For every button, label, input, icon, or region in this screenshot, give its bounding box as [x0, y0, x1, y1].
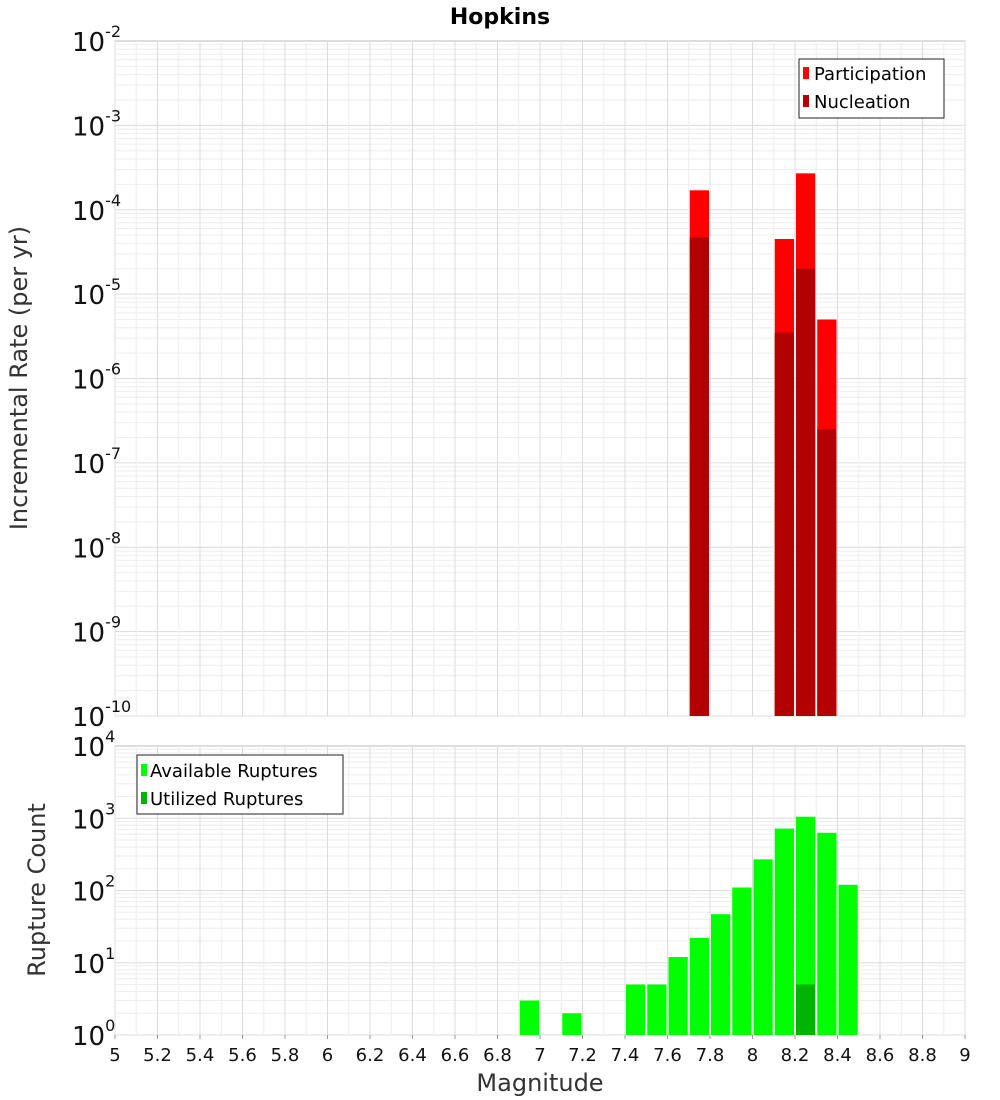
bottom-bar-available-ruptures — [626, 984, 646, 1035]
x-tick-label: 7.8 — [696, 1045, 725, 1066]
y-tick-label: 10-6 — [72, 360, 121, 396]
x-tick-label: 8.2 — [781, 1045, 810, 1066]
bottom-y-ticks: 104 103 102 101 100 — [72, 727, 115, 1052]
x-tick-label: 6.8 — [483, 1045, 512, 1066]
x-tick-label: 8.8 — [908, 1045, 937, 1066]
bottom-legend: Available Ruptures Utilized Ruptures — [136, 754, 344, 815]
legend-label-available: Available Ruptures — [150, 761, 318, 782]
x-tick-label: 7.6 — [653, 1045, 682, 1066]
y-tick-label: 10-2 — [72, 22, 121, 58]
legend-label-utilized: Utilized Ruptures — [150, 789, 303, 810]
top-y-axis-label: Incremental Rate (per yr) — [5, 226, 33, 530]
bottom-y-axis-label: Rupture Count — [23, 803, 51, 977]
y-tick-label: 10-8 — [72, 528, 121, 564]
x-tick-label: 6.4 — [398, 1045, 427, 1066]
y-tick-label: 10-4 — [72, 191, 121, 227]
top-bars — [689, 173, 837, 716]
top-y-ticks: 10-2 10-3 10-4 10-5 10-6 10-7 10-8 10-9 10-10 — [72, 22, 131, 733]
bottom-bar-available-ruptures — [519, 1000, 539, 1035]
legend-label-participation: Participation — [814, 64, 926, 85]
legend-swatch-nucleation — [803, 95, 809, 107]
top-legend: Participation Nucleation — [798, 58, 945, 119]
y-tick-label: 104 — [72, 727, 115, 763]
bottom-bar-utilized-ruptures — [796, 984, 816, 1035]
chart-title: Hopkins — [450, 5, 550, 30]
legend-label-nucleation: Nucleation — [814, 92, 910, 113]
bottom-bar-available-ruptures — [838, 884, 858, 1035]
y-tick-label: 10-10 — [72, 697, 131, 733]
x-tick-label: 9 — [959, 1045, 970, 1066]
bottom-bar-available-ruptures — [562, 1013, 582, 1035]
y-tick-label: 10-9 — [72, 613, 121, 649]
legend-swatch-participation — [803, 67, 809, 79]
top-bar-nucleation — [817, 429, 837, 716]
x-tick-label: 8.6 — [866, 1045, 895, 1066]
x-tick-label: 8 — [747, 1045, 758, 1066]
x-axis-label: Magnitude — [476, 1069, 603, 1097]
x-tick-label: 5.2 — [143, 1045, 172, 1066]
bottom-bar-available-ruptures — [711, 914, 731, 1035]
bottom-bar-available-ruptures — [774, 828, 794, 1035]
top-bar-nucleation — [774, 332, 794, 716]
x-tick-label: 7 — [534, 1045, 545, 1066]
x-tick-label: 7.4 — [611, 1045, 640, 1066]
y-tick-label: 10-5 — [72, 275, 121, 311]
y-tick-label: 101 — [72, 944, 115, 980]
x-tick-label: 5 — [109, 1045, 120, 1066]
bottom-bar-available-ruptures — [732, 887, 752, 1035]
y-tick-label: 102 — [72, 872, 115, 908]
y-tick-label: 10-3 — [72, 106, 121, 142]
bottom-bar-available-ruptures — [647, 984, 667, 1035]
top-bar-nucleation — [796, 268, 816, 716]
x-ticks: 5 5.2 5.4 5.6 5.8 6 6.2 6.4 6.6 6.8 7 7.2 7.4 7.6 7.8 8… — [109, 1035, 971, 1066]
bottom-bar-available-ruptures — [796, 816, 816, 1035]
bottom-bar-available-ruptures — [817, 832, 837, 1035]
x-tick-label: 5.8 — [271, 1045, 300, 1066]
x-tick-label: 6.2 — [356, 1045, 385, 1066]
legend-swatch-available — [141, 764, 147, 776]
bottom-bar-available-ruptures — [668, 957, 688, 1035]
x-tick-label: 5.4 — [186, 1045, 215, 1066]
x-tick-label: 6.6 — [441, 1045, 470, 1066]
top-grid — [114, 41, 966, 717]
bottom-legend-box — [136, 754, 344, 815]
bottom-bars — [519, 816, 858, 1035]
x-tick-label: 6 — [322, 1045, 333, 1066]
y-tick-label: 10-7 — [72, 444, 121, 480]
legend-swatch-utilized — [141, 792, 147, 804]
bottom-bar-available-ruptures — [753, 859, 773, 1035]
x-tick-label: 7.2 — [568, 1045, 597, 1066]
y-tick-label: 103 — [72, 799, 115, 835]
top-bar-nucleation — [689, 237, 709, 716]
x-tick-label: 8.4 — [823, 1045, 852, 1066]
y-tick-label: 100 — [72, 1016, 115, 1052]
top-legend-box — [798, 58, 945, 119]
bottom-bar-available-ruptures — [689, 938, 709, 1035]
x-tick-label: 5.6 — [228, 1045, 257, 1066]
